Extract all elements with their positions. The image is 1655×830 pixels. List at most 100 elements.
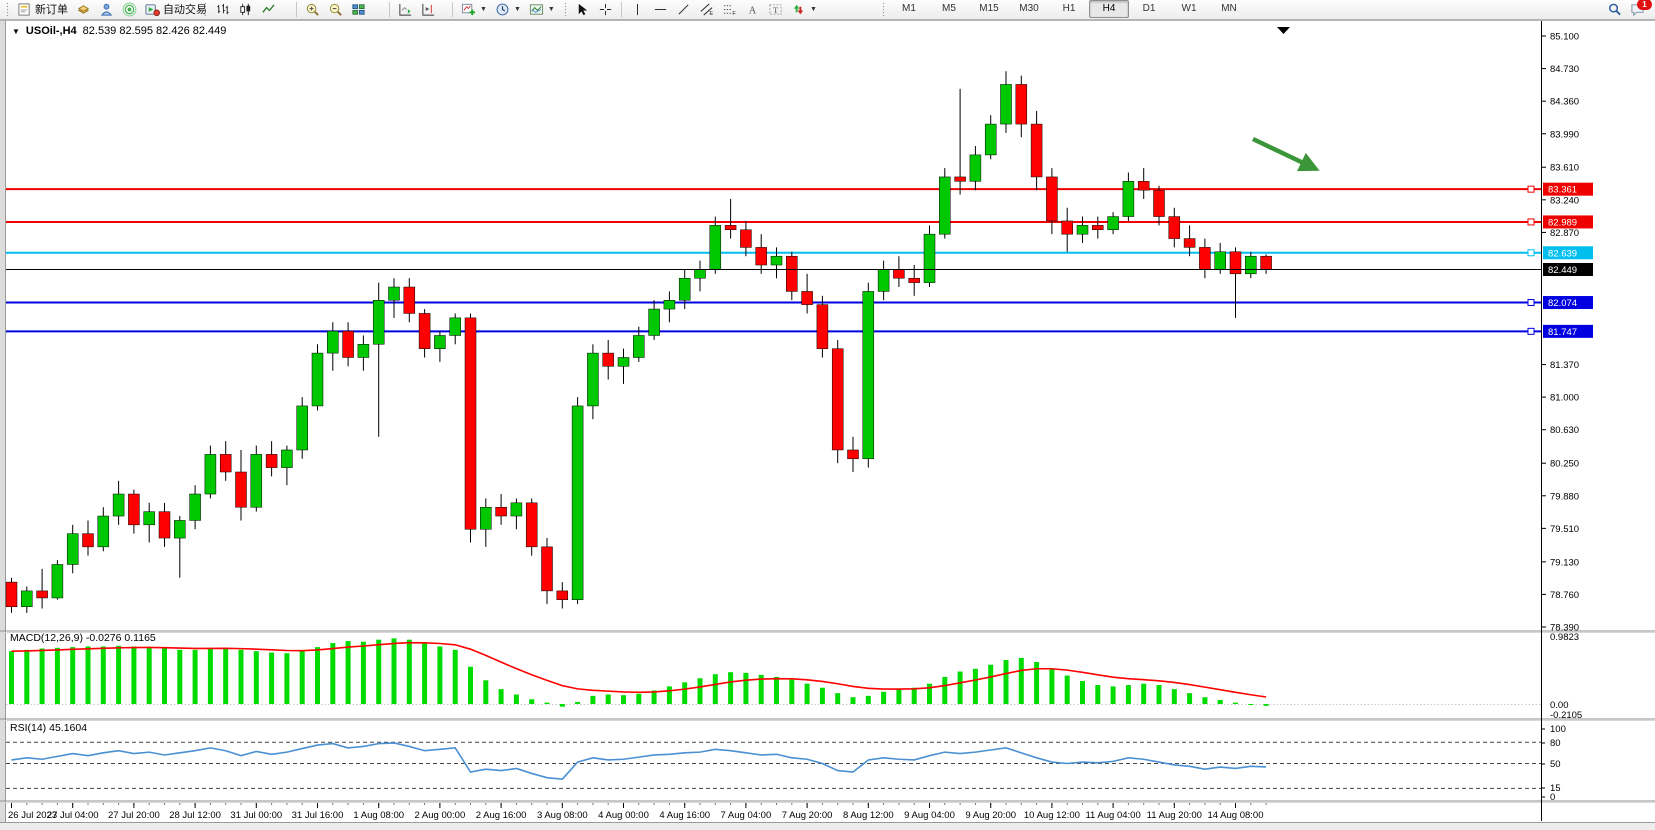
new-order-label: 新订单 — [35, 4, 68, 16]
svg-text:4 Aug 00:00: 4 Aug 00:00 — [598, 810, 649, 821]
arrows-icon — [793, 4, 804, 14]
svg-text:80.630: 80.630 — [1550, 425, 1579, 436]
toolbar: 新订单 自动交易 — [0, 0, 1655, 20]
price-tag-82.989: 82.989 — [1543, 215, 1593, 229]
rsi-pane — [6, 741, 1541, 789]
search-button[interactable] — [1603, 0, 1626, 18]
profile-button[interactable] — [95, 0, 118, 18]
fibonacci-button[interactable]: F — [718, 0, 741, 18]
toolbar-timeframe-group: M1 M5 M15 M30 H1 H4 D1 W1 MN — [878, 0, 1249, 18]
zoom-in-icon — [306, 3, 319, 16]
timeframe-button-h4[interactable]: H4 — [1089, 0, 1129, 18]
svg-text:7 Aug 04:00: 7 Aug 04:00 — [721, 810, 772, 821]
auto-scroll-button[interactable] — [394, 0, 417, 18]
chart-shift-button[interactable] — [417, 0, 440, 18]
svg-text:81.000: 81.000 — [1550, 393, 1579, 404]
text-icon: A — [749, 5, 757, 16]
equidistant-channel-button[interactable]: E — [695, 0, 718, 18]
new-order-icon — [18, 2, 30, 16]
templates-button[interactable]: ▼ — [525, 0, 559, 18]
svg-text:10 Aug 12:00: 10 Aug 12:00 — [1024, 810, 1080, 821]
price-axis[interactable]: 85.100 84.730 84.360 83.990 83.610 83.240 82.8… — [1541, 21, 1593, 821]
toolbar-charttype-group — [200, 0, 280, 18]
indicators-button[interactable]: ▼ — [457, 0, 491, 18]
svg-text:100: 100 — [1550, 724, 1566, 735]
text-button[interactable]: A — [741, 0, 764, 18]
svg-text:F: F — [732, 11, 736, 17]
toolbar-grip[interactable] — [6, 2, 9, 16]
timeframe-button-m30[interactable]: M30 — [1019, 3, 1039, 14]
periods-button[interactable]: ▼ — [491, 0, 525, 18]
timeframe-button-m15[interactable]: M15 — [979, 3, 999, 14]
chat-button[interactable]: 1 — [1626, 0, 1652, 18]
timeframe-button-m1[interactable]: M1 — [902, 3, 916, 14]
svg-text:14 Aug 08:00: 14 Aug 08:00 — [1208, 810, 1264, 821]
price-chart-canvas[interactable]: 85.100 84.730 84.360 83.990 83.610 83.240 82.8… — [0, 20, 1655, 830]
auto-trading-label: 自动交易 — [163, 4, 207, 16]
svg-text:26 Jul 2023: 26 Jul 2023 — [8, 810, 57, 821]
zoom-in-button[interactable] — [301, 0, 324, 18]
toolbar-grip[interactable] — [882, 2, 885, 16]
svg-text:7 Aug 20:00: 7 Aug 20:00 — [782, 810, 833, 821]
vertical-line-button[interactable] — [626, 0, 649, 18]
candles — [5, 71, 1272, 613]
terminal-button[interactable] — [72, 0, 95, 18]
timeframe-button-m5[interactable]: M5 — [942, 3, 956, 14]
timeframe-button-d1[interactable]: D1 — [1142, 3, 1156, 14]
toolbar-standard-group: 新订单 自动交易 — [2, 0, 211, 18]
cursor-button[interactable] — [571, 0, 594, 18]
svg-text:78.390: 78.390 — [1550, 623, 1579, 634]
toolbar-grip[interactable] — [204, 2, 207, 16]
trendline-button[interactable] — [672, 0, 695, 18]
svg-text:82.074: 82.074 — [1548, 298, 1577, 309]
chart-line-button[interactable] — [257, 0, 280, 18]
macd-name: MACD(12,26,9) — [10, 632, 83, 644]
toolbar-zoom-group — [292, 0, 370, 18]
auto-trading-icon — [145, 3, 160, 16]
svg-text:81.747: 81.747 — [1548, 327, 1577, 338]
level-line-81.747[interactable] — [6, 327, 1541, 335]
svg-text:27 Jul 20:00: 27 Jul 20:00 — [108, 810, 160, 821]
crosshair-button[interactable] — [594, 0, 617, 18]
timeframe-button-mn[interactable]: MN — [1221, 3, 1237, 14]
text-label-button[interactable]: T — [764, 0, 787, 18]
notification-badge: 1 — [1637, 0, 1652, 10]
chart-candles-button[interactable] — [234, 0, 257, 18]
svg-text:83.990: 83.990 — [1550, 129, 1579, 140]
profile-icon — [100, 3, 113, 16]
level-line-82.074[interactable] — [6, 299, 1541, 307]
new-order-button[interactable]: 新订单 — [13, 0, 72, 18]
fibonacci-icon: F — [723, 4, 736, 17]
svg-text:80: 80 — [1550, 738, 1561, 749]
level-line-82.639[interactable] — [6, 249, 1541, 257]
dropdown-caret: ▼ — [513, 5, 521, 13]
navigator-button[interactable] — [118, 0, 141, 18]
templates-icon — [529, 3, 543, 15]
zoom-out-button[interactable] — [324, 0, 347, 18]
tile-windows-icon — [352, 3, 365, 15]
level-line-83.361[interactable] — [6, 185, 1541, 193]
rsi-pane-label: RSI(14) 45.1604 — [10, 722, 87, 734]
navigator-icon — [122, 2, 137, 16]
annotation-arrow[interactable] — [1252, 136, 1320, 172]
svg-text:8 Aug 12:00: 8 Aug 12:00 — [843, 810, 894, 821]
svg-text:82.989: 82.989 — [1548, 217, 1577, 228]
svg-text:-0.2105: -0.2105 — [1550, 710, 1582, 721]
crosshair-icon — [599, 3, 612, 15]
svg-text:3 Aug 08:00: 3 Aug 08:00 — [537, 810, 588, 821]
tile-windows-button[interactable] — [347, 0, 370, 18]
toolbar-separator — [621, 1, 622, 17]
timeframe-button-h1[interactable]: H1 — [1062, 3, 1076, 14]
auto-trading-button[interactable]: 自动交易 — [141, 0, 211, 18]
horizontal-line-button[interactable] — [649, 0, 672, 18]
symbol-dropdown-icon[interactable]: ▼ — [12, 26, 20, 36]
arrows-button[interactable]: ▼ — [787, 0, 821, 18]
timeframe-button-w1[interactable]: W1 — [1181, 3, 1197, 14]
periods-clock-icon — [496, 3, 509, 15]
svg-text:2 Aug 16:00: 2 Aug 16:00 — [476, 810, 527, 821]
search-icon — [1609, 3, 1621, 15]
toolbar-grip[interactable] — [564, 2, 567, 16]
chart-bars-button[interactable] — [211, 0, 234, 18]
level-line-82.989[interactable] — [6, 218, 1541, 226]
